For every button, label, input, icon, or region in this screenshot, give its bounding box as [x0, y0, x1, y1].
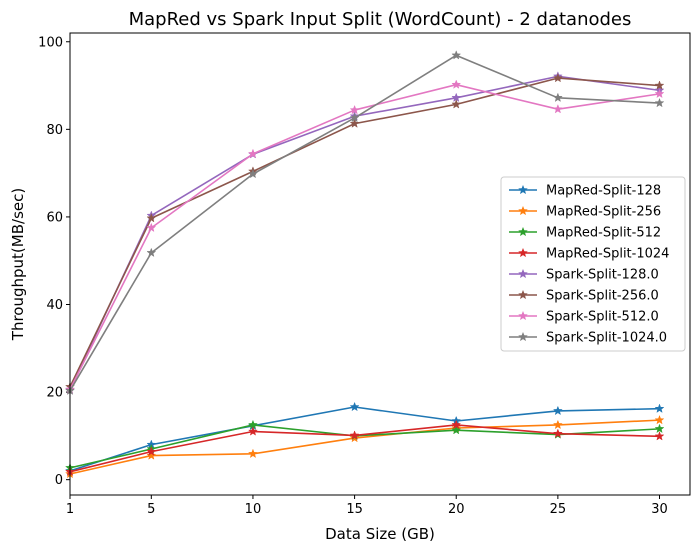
- data-point: [451, 50, 462, 60]
- chart-title: MapRed vs Spark Input Split (WordCount) …: [129, 9, 632, 30]
- legend-swatch-marker: [518, 331, 528, 342]
- data-point: [552, 92, 563, 103]
- legend-label: MapRed-Split-128: [546, 184, 661, 199]
- series-mapred-split-1024: [65, 419, 665, 477]
- data-point: [552, 428, 563, 438]
- y-axis: 0 20 40 60 80 100: [38, 35, 70, 488]
- data-point: [146, 222, 157, 233]
- legend-label: Spark-Split-128.0: [546, 268, 659, 283]
- legend-label: MapRed-Split-1024: [546, 247, 669, 262]
- data-point: [247, 448, 258, 459]
- legend-item: Spark-Split-128.0: [509, 268, 659, 283]
- legend-label: Spark-Split-256.0: [546, 289, 659, 304]
- x-axis-label: Data Size (GB): [325, 525, 435, 543]
- legend-item: Spark-Split-512.0: [509, 310, 659, 325]
- data-point: [349, 430, 360, 440]
- y-tick-label: 0: [55, 473, 63, 488]
- data-point: [451, 419, 462, 430]
- x-tick-label: 20: [448, 502, 465, 517]
- data-point: [349, 112, 360, 123]
- y-axis-label: Throughput(MB/sec): [9, 188, 27, 341]
- plot-frame: [69, 32, 691, 496]
- data-point: [654, 97, 665, 108]
- data-point: [654, 403, 665, 413]
- legend-item: Spark-Split-256.0: [509, 289, 659, 304]
- data-point: [654, 431, 665, 441]
- data-point: [552, 405, 563, 416]
- data-point: [552, 419, 563, 430]
- legend-item: MapRed-Split-1024: [509, 247, 669, 262]
- legend-swatch-marker: [518, 268, 528, 279]
- x-tick-label: 5: [147, 502, 155, 517]
- y-tick-label: 20: [46, 386, 63, 401]
- x-axis: 1 5 10 15 20 25 30: [66, 495, 668, 517]
- legend-item: MapRed-Split-512: [509, 226, 661, 241]
- legend-item: MapRed-Split-128: [509, 184, 661, 199]
- data-point: [146, 450, 157, 460]
- y-tick-label: 40: [46, 298, 63, 313]
- data-point: [349, 118, 360, 128]
- series-spark-split-1024-0: [65, 50, 665, 395]
- legend-item: MapRed-Split-256: [509, 205, 661, 220]
- data-point: [247, 168, 258, 179]
- data-point: [451, 424, 462, 435]
- x-tick-label: 1: [66, 502, 74, 517]
- legend-label: Spark-Split-1024.0: [546, 331, 667, 346]
- x-tick-label: 25: [550, 502, 567, 517]
- legend-box: [500, 176, 686, 352]
- x-tick-label: 30: [651, 502, 668, 517]
- data-point: [552, 72, 563, 83]
- y-tick-label: 60: [46, 210, 63, 225]
- legend-swatch-marker: [518, 289, 528, 300]
- data-point: [451, 79, 462, 89]
- legend-label: Spark-Split-512.0: [546, 310, 659, 325]
- data-point: [654, 88, 665, 99]
- legend-swatch-marker: [518, 310, 528, 321]
- legend-swatch-marker: [518, 184, 528, 195]
- legend-swatch-marker: [518, 205, 528, 216]
- data-point: [552, 103, 563, 114]
- x-tick-label: 10: [245, 502, 262, 517]
- legend-swatch-marker: [518, 226, 528, 237]
- data-point: [146, 446, 157, 456]
- legend-swatch-marker: [518, 247, 528, 258]
- x-tick-label: 15: [346, 502, 363, 517]
- data-point: [654, 423, 665, 434]
- series-spark-split-512-0: [65, 79, 665, 394]
- data-point: [451, 99, 462, 109]
- y-tick-label: 80: [46, 123, 63, 138]
- legend-item: Spark-Split-1024.0: [509, 331, 667, 346]
- data-point: [349, 104, 360, 115]
- data-point: [654, 80, 665, 90]
- legend-label: MapRed-Split-512: [546, 226, 661, 241]
- series-layer: [65, 50, 665, 479]
- data-point: [146, 213, 157, 223]
- y-tick-label: 100: [38, 35, 63, 50]
- data-point: [146, 247, 157, 258]
- data-point: [654, 414, 665, 425]
- data-point: [247, 148, 258, 159]
- data-point: [247, 426, 258, 436]
- data-point: [349, 401, 360, 412]
- legend: MapRed-Split-128 MapRed-Split-256 MapRed-S…: [500, 176, 686, 352]
- legend-label: MapRed-Split-256: [546, 205, 661, 220]
